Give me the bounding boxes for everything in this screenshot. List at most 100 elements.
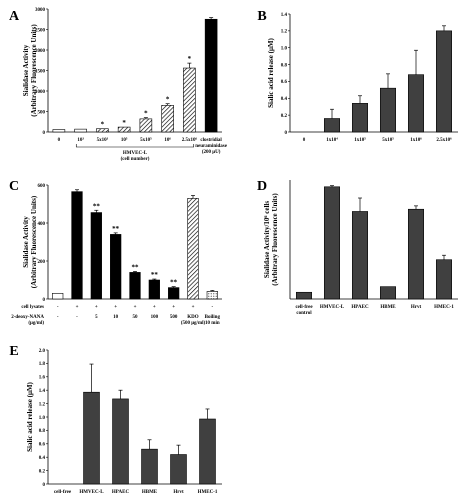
y-tick-label: 1.4 (39, 389, 46, 394)
x-category-label: 5x10⁵ (140, 137, 152, 143)
panel-b: B Sialic acid release (μM) 0 0.2 0.4 0.6 0.8 1.… (257, 9, 458, 143)
x-category-label: HBME (142, 490, 158, 494)
row-value: + (114, 305, 117, 310)
y-tick-label: 200 (38, 260, 46, 265)
x-category-label: 1x10⁵ (354, 137, 366, 143)
y-tick-label: 0.2 (281, 114, 288, 119)
bar (183, 67, 196, 133)
row-value: 50 (133, 315, 139, 320)
y-axis-label: Sialidase Activity (22, 44, 30, 96)
y-tick-label: 2500 (35, 28, 46, 33)
bar (96, 128, 109, 133)
y-tick-label: 0 (43, 298, 46, 303)
y-tick-label: 1.0 (39, 416, 46, 421)
y-tick-label: 0.4 (281, 97, 288, 102)
bar (52, 129, 66, 133)
y-tick-label: 1500 (35, 69, 46, 74)
x-category-label: 1x10⁶ (410, 137, 422, 143)
x-category-label: HBME (380, 305, 396, 310)
x-category-label: Hrvt (173, 490, 184, 494)
y-tick-label: 0.8 (281, 63, 288, 68)
row-value: + (95, 305, 98, 310)
bar (351, 103, 368, 133)
x-category-label: clostridial (200, 138, 222, 143)
bar (52, 292, 64, 300)
y-tick-label: 0.4 (39, 456, 46, 461)
row-value: 500 (170, 315, 178, 320)
y-tick-label: 0.8 (39, 429, 46, 434)
y-tick-label: 400 (38, 222, 46, 227)
x-category-label: cell-free (54, 490, 72, 494)
row-value: - (76, 315, 78, 320)
bar (71, 191, 83, 300)
y-axis-label: Sialic acid release (μM) (267, 37, 275, 107)
y-axis-label: Sialidase Activity (22, 216, 30, 268)
bar (323, 186, 340, 300)
x-category-label: 0 (303, 138, 306, 143)
row-value: Boiling (205, 315, 221, 320)
x-category-label: HMVEC-L (79, 490, 104, 494)
panel-a: A Sialidase Activity (Arbitrary Fluorescen… (9, 8, 228, 162)
bar (379, 87, 396, 133)
significance-marker: * (166, 96, 170, 104)
bar (351, 211, 368, 300)
bar (170, 454, 187, 485)
y-tick-label: 1.4 (281, 13, 288, 18)
x-category-label: 0 (58, 138, 61, 143)
bar (407, 74, 424, 133)
y-tick-label: 0 (43, 131, 46, 136)
y-tick-label: 0 (285, 131, 288, 136)
y-axis-label: (Arbitrary Fluorescence Units) (30, 24, 38, 117)
x-category-label: HMEC-1 (434, 305, 454, 310)
bar (83, 391, 100, 485)
row-sub: 10 min (205, 321, 220, 326)
row-value: + (172, 305, 175, 310)
panel-label: A (9, 9, 20, 24)
row-value: 10 (113, 315, 119, 320)
panel-label: E (9, 344, 18, 359)
row-value: 100 (151, 315, 159, 320)
y-axis-label: Sialidase Activity/10⁶ cells (263, 201, 271, 278)
y-axis-label: Sialic acid release (μM) (26, 381, 34, 451)
panel-d: D Sialidase Activity/10⁶ cells (Arbitrary … (257, 179, 458, 316)
row-value: - (57, 315, 59, 320)
bar (199, 418, 216, 485)
y-tick-label: 500 (38, 110, 46, 115)
bar (407, 208, 424, 300)
x-category-label: 5x10³ (97, 137, 109, 143)
bar (139, 118, 153, 133)
row-value: + (192, 305, 195, 310)
row-sub: (500 μg/ml) (181, 321, 206, 326)
significance-marker: * (101, 121, 105, 129)
panel-label: C (9, 179, 19, 194)
bar (117, 126, 131, 133)
y-axis-label: (Arbitrary Fluorescence Units) (30, 195, 38, 288)
y-tick-label: 0.6 (281, 80, 288, 85)
panel-label: D (257, 179, 267, 194)
significance-marker: * (188, 55, 192, 63)
row-value: 5 (95, 315, 98, 320)
panel-label: B (257, 9, 266, 24)
row-value: + (153, 305, 156, 310)
row-value: - (211, 305, 213, 310)
y-tick-label: 1.6 (39, 376, 46, 381)
x-category-label: control (296, 311, 312, 316)
y-tick-label: 2000 (35, 49, 46, 54)
x-category-label: 10⁵ (121, 137, 128, 143)
bar (323, 118, 340, 133)
y-tick-label: 1.2 (39, 402, 46, 407)
y-axis-label: (Arbitrary Fluorescence Units) (271, 193, 279, 286)
x-category-label: HPAEC (112, 490, 130, 494)
x-category-label: Hrvt (411, 305, 422, 310)
group-bracket (75, 144, 195, 148)
bar (141, 448, 158, 485)
bar (168, 287, 180, 300)
bar (148, 279, 160, 300)
x-category-label: 10³ (77, 137, 84, 143)
x-category-label: 2.5x10⁶ (182, 137, 198, 143)
bar (110, 234, 122, 300)
y-tick-label: 2.0 (39, 349, 46, 354)
y-tick-label: 1.0 (281, 47, 288, 52)
bar (90, 212, 102, 300)
